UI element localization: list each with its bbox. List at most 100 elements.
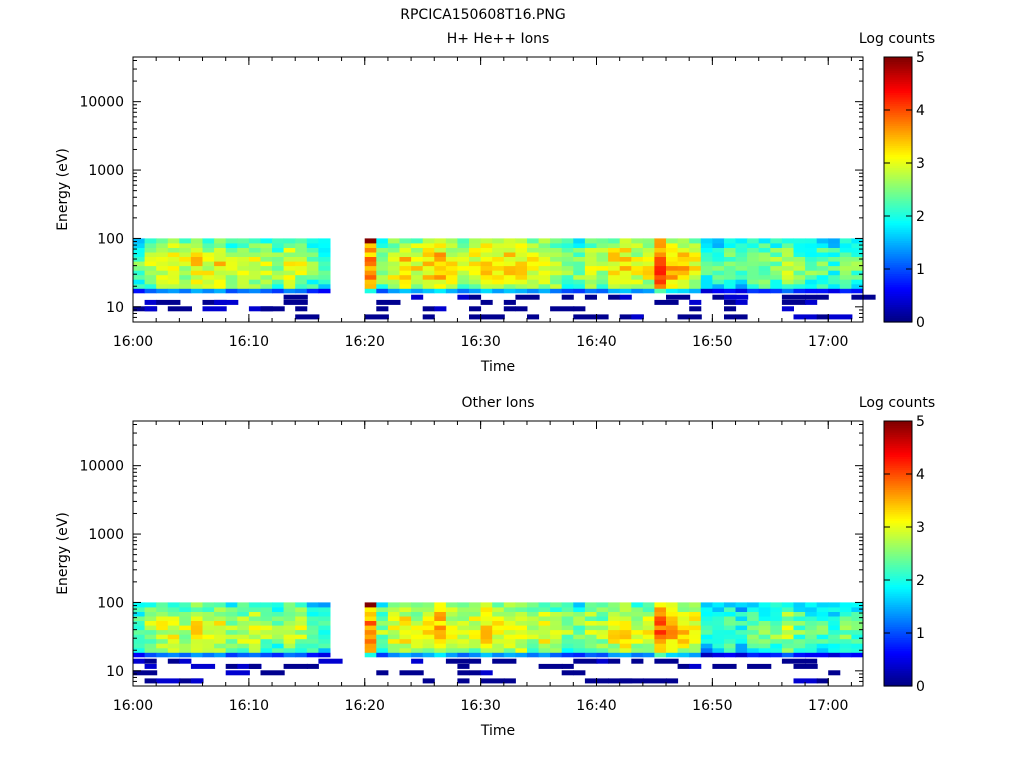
colorbar-segment: [884, 562, 912, 566]
heatmap-cell: [422, 607, 435, 612]
heatmap-cell: [828, 261, 841, 267]
heatmap-cell: [248, 256, 261, 262]
heatmap-cell: [411, 629, 424, 635]
heatmap-cell: [642, 252, 655, 257]
heatmap-cell: [712, 611, 725, 617]
x-axis-label: Time: [480, 359, 515, 375]
heatmap-cell: [225, 279, 238, 285]
colorbar-segment: [884, 249, 912, 252]
heatmap-cell: [469, 270, 482, 276]
heatmap-cell: [747, 643, 760, 649]
heatmap-cell: [654, 288, 667, 294]
heatmap-cell: [735, 270, 748, 276]
heatmap-cell: [422, 678, 435, 684]
heatmap-cell: [584, 261, 597, 267]
heatmap-cell: [608, 247, 621, 253]
heatmap-cell: [144, 270, 157, 276]
heatmap-cell: [156, 625, 169, 631]
heatmap-cell: [237, 611, 250, 617]
heatmap-cell: [144, 252, 157, 257]
heatmap-cell: [434, 638, 447, 644]
heatmap-cell: [179, 256, 192, 262]
heatmap-cell: [399, 274, 412, 280]
heatmap-cell: [654, 279, 667, 285]
heatmap-cell: [214, 602, 227, 608]
heatmap-cell: [770, 611, 783, 617]
heatmap-cell: [816, 314, 829, 320]
colorbar-label: Log counts: [859, 31, 935, 47]
heatmap-cell: [364, 629, 377, 635]
heatmap-cell: [480, 607, 493, 612]
heatmap-cell: [596, 288, 609, 294]
heatmap-cell: [550, 243, 563, 248]
heatmap-cell: [805, 270, 818, 276]
heatmap-cell: [550, 261, 563, 267]
heatmap-cell: [781, 265, 794, 271]
heatmap-cell: [793, 247, 806, 253]
heatmap-cell: [248, 274, 261, 280]
heatmap-cell: [306, 634, 319, 640]
heatmap-cell: [689, 243, 702, 248]
heatmap-cell: [805, 265, 818, 271]
heatmap-cell: [272, 274, 285, 280]
heatmap-cell: [805, 279, 818, 285]
y-tick-label: 10: [106, 664, 124, 680]
heatmap-cell: [225, 625, 238, 631]
colorbar-segment: [884, 566, 912, 570]
colorbar-segment: [884, 599, 912, 603]
heatmap-cell: [828, 647, 841, 653]
heatmap-cell: [237, 252, 250, 257]
heatmap-cell: [538, 647, 551, 653]
heatmap-cell: [457, 261, 470, 267]
heatmap-cell: [202, 625, 215, 631]
heatmap-cell: [202, 607, 215, 612]
heatmap-cell: [793, 647, 806, 653]
heatmap-cell: [573, 643, 586, 649]
heatmap-cell: [411, 294, 424, 300]
colorbar-tick-label: 2: [916, 573, 925, 589]
heatmap-cell: [573, 306, 586, 312]
heatmap-cell: [190, 247, 203, 253]
colorbar-segment: [884, 134, 912, 138]
heatmap-cell: [399, 283, 412, 289]
colorbar-segment: [884, 551, 912, 555]
heatmap-cell: [225, 634, 238, 640]
heatmap-cell: [156, 238, 169, 244]
colorbar-segment: [884, 644, 912, 647]
heatmap-cell: [666, 620, 679, 626]
heatmap-cell: [445, 279, 458, 285]
heatmap-cell: [700, 247, 713, 253]
heatmap-cell: [677, 652, 690, 658]
heatmap-cell: [584, 611, 597, 617]
heatmap-cell: [515, 279, 528, 285]
heatmap-cell: [642, 678, 667, 684]
colorbar-segment: [884, 112, 912, 116]
heatmap-cell: [272, 638, 285, 644]
heatmap-cell: [851, 634, 864, 640]
heatmap-cell: [133, 670, 158, 676]
heatmap-cell: [492, 643, 505, 649]
colorbar-segment: [884, 189, 912, 193]
colorbar-segment: [884, 229, 912, 233]
heatmap-cell: [469, 625, 482, 631]
heatmap-cell: [364, 252, 377, 257]
heatmap-cell: [770, 256, 783, 262]
heatmap-cell: [816, 238, 829, 244]
heatmap-cell: [387, 634, 400, 640]
colorbar-segment: [884, 606, 912, 610]
colorbar-segment: [884, 447, 912, 451]
heatmap-cell: [295, 625, 308, 631]
heatmap-cell: [457, 294, 470, 300]
heatmap-cell: [642, 279, 655, 285]
heatmap-cell: [654, 625, 667, 631]
heatmap-cell: [561, 247, 574, 253]
heatmap-cell: [677, 602, 690, 608]
heatmap-cell: [480, 678, 505, 684]
heatmap-cell: [781, 283, 794, 289]
heatmap-cell: [387, 283, 400, 289]
heatmap-cell: [608, 243, 621, 248]
heatmap-cell: [584, 625, 597, 631]
heatmap-cell: [167, 252, 180, 257]
heatmap-cell: [747, 634, 760, 640]
heatmap-cell: [793, 638, 806, 644]
